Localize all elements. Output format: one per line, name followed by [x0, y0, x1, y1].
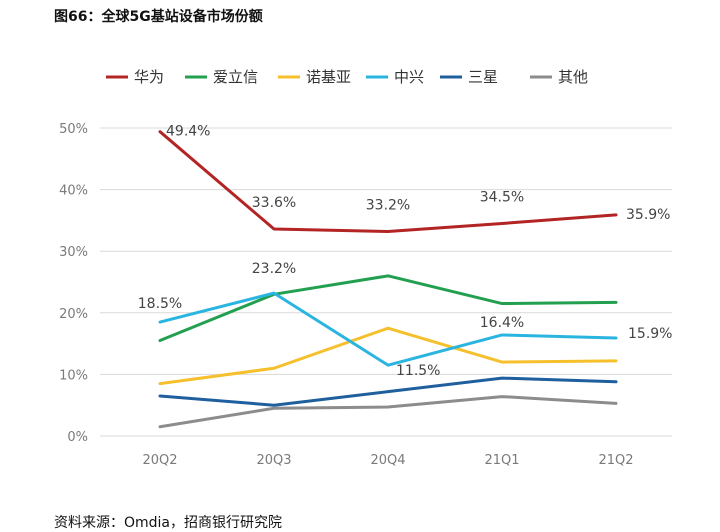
series-line	[158, 395, 618, 429]
data-label: 34.5%	[480, 189, 524, 205]
y-tick-label: 10%	[59, 368, 88, 383]
x-tick-label: 20Q4	[370, 453, 405, 468]
y-axis: 0% 10% 20% 30% 40% 50%	[59, 122, 88, 445]
x-tick-label: 20Q2	[142, 453, 177, 468]
chart-series	[158, 130, 618, 429]
x-tick-label: 21Q1	[484, 453, 519, 468]
legend-label: 中兴	[394, 68, 424, 86]
series-line	[158, 291, 618, 367]
data-label: 11.5%	[396, 363, 440, 379]
source-note: 资料来源：Omdia，招商银行研究院	[54, 515, 283, 531]
x-tick-label: 20Q3	[256, 453, 291, 468]
x-tick-label: 21Q2	[598, 453, 633, 468]
data-label: 16.4%	[480, 315, 524, 331]
series-line	[158, 376, 618, 407]
y-tick-label: 50%	[59, 122, 88, 137]
legend-label: 诺基亚	[306, 68, 351, 86]
chart-legend: 华为 爱立信 诺基亚 中兴 三星 其他	[106, 68, 588, 86]
data-label: 33.6%	[252, 195, 296, 211]
y-tick-label: 0%	[67, 430, 88, 445]
series-line	[158, 326, 618, 386]
chart-grid	[100, 127, 672, 437]
legend-label: 三星	[468, 68, 498, 86]
series-line	[158, 274, 618, 343]
data-labels: 49.4% 33.6% 33.2% 34.5% 35.9% 18.5% 23.2% 11.5%…	[138, 124, 673, 379]
data-label: 18.5%	[138, 296, 182, 312]
data-label: 35.9%	[626, 207, 670, 223]
legend-label: 爱立信	[213, 68, 258, 86]
data-label: 23.2%	[252, 261, 296, 277]
data-label: 33.2%	[366, 197, 410, 213]
series-line	[158, 130, 618, 233]
figure-title: 图66：全球5G基站设备市场份额	[54, 9, 263, 25]
legend-label: 其他	[558, 68, 588, 86]
legend-label: 华为	[134, 68, 164, 86]
x-axis: 20Q2 20Q3 20Q4 21Q1 21Q2	[142, 453, 633, 468]
y-tick-label: 30%	[59, 245, 88, 260]
data-label: 15.9%	[628, 326, 672, 342]
y-tick-label: 20%	[59, 307, 88, 322]
data-label: 49.4%	[166, 124, 210, 140]
y-tick-label: 40%	[59, 184, 88, 199]
